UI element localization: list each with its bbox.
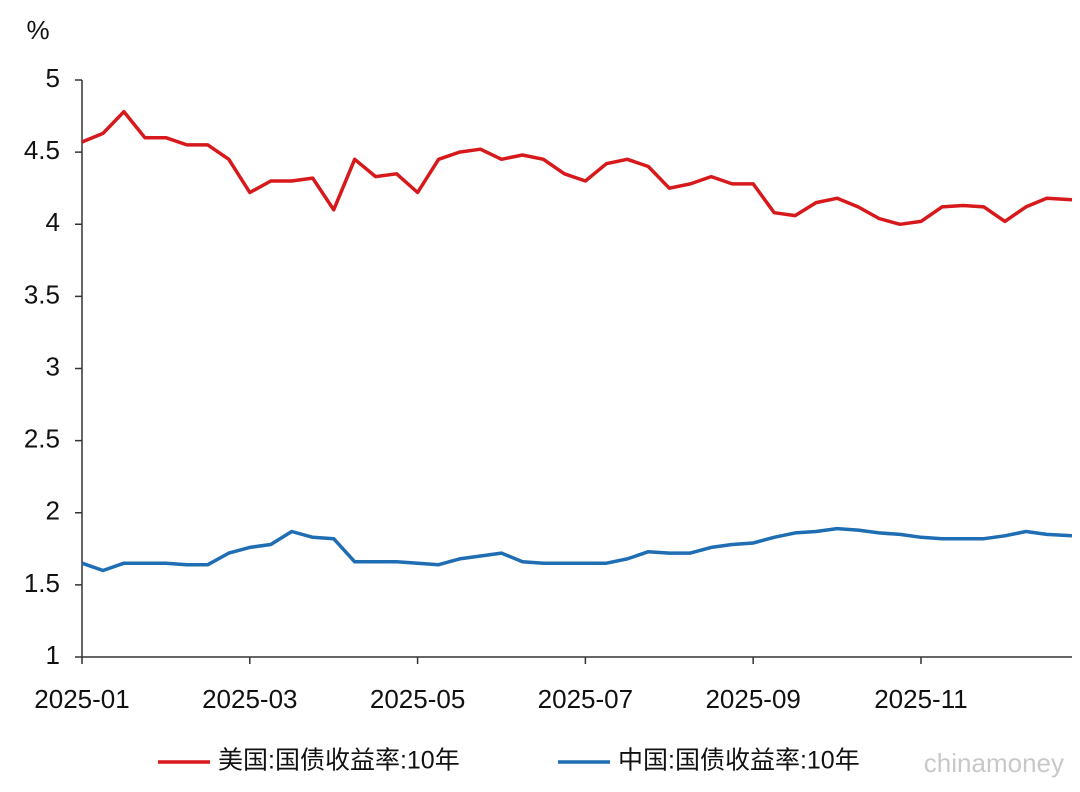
y-axis-label: % bbox=[26, 15, 49, 45]
y-tick-label: 1.5 bbox=[24, 568, 60, 598]
y-tick-label: 1 bbox=[46, 640, 60, 670]
y-tick-label: 4.5 bbox=[24, 135, 60, 165]
y-tick-label: 4 bbox=[46, 207, 60, 237]
y-tick-label: 5 bbox=[46, 63, 60, 93]
legend-label: 美国:国债收益率:10年 bbox=[218, 747, 460, 775]
x-tick-label: 2025-11 bbox=[874, 684, 968, 714]
x-tick-label: 2025-01 bbox=[34, 684, 129, 714]
watermark: chinamoney bbox=[924, 748, 1064, 778]
y-tick-label: 2.5 bbox=[24, 424, 60, 454]
x-tick-label: 2025-03 bbox=[202, 684, 297, 714]
y-tick-label: 3.5 bbox=[24, 279, 60, 309]
data-line bbox=[81, 109, 1073, 227]
x-tick-label: 2025-07 bbox=[538, 684, 633, 714]
x-tick-label: 2025-09 bbox=[705, 684, 800, 714]
y-tick-label: 3 bbox=[46, 351, 60, 381]
x-tick-label: 2025-05 bbox=[370, 684, 465, 714]
y-tick-label: 2 bbox=[46, 496, 60, 526]
data-line bbox=[81, 526, 1073, 573]
legend-label: 中国:国债收益率:10年 bbox=[618, 747, 860, 775]
